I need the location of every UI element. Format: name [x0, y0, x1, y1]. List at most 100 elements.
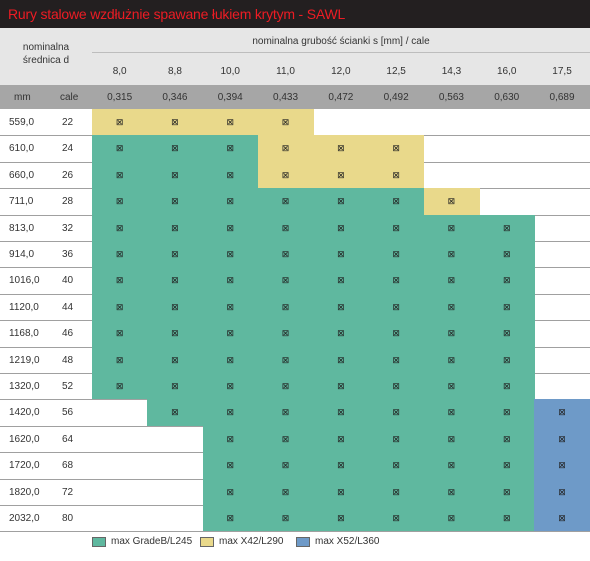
availability-mark: ⊠: [337, 249, 345, 259]
table-cell: [423, 267, 480, 295]
availability-mark: ⊠: [226, 117, 235, 127]
table-cell: [147, 320, 204, 348]
availability-mark: ⊠: [502, 222, 511, 233]
table-cell: [202, 188, 259, 216]
availability-mark: ⊠: [226, 513, 235, 523]
availability-mark: ⊠: [281, 143, 290, 154]
table-cell: [423, 425, 480, 453]
availability-mark: ⊠: [337, 486, 345, 497]
availability-mark: ⊠: [115, 117, 124, 127]
thickness-inch-8: 0,689: [549, 92, 575, 103]
availability-mark: ⊠: [392, 222, 400, 233]
thickness-mm-8: 17,5: [552, 66, 572, 77]
table-cell: [479, 505, 535, 532]
table-cell: [202, 478, 259, 506]
row-diameter-inch: 22: [62, 117, 74, 128]
availability-mark: ⊠: [447, 196, 456, 207]
table-cell: [534, 505, 590, 532]
table-cell: [423, 478, 480, 506]
row-diameter-mm: 1168,0: [9, 328, 39, 340]
table-cell: [257, 346, 314, 374]
thickness-inch-4: 0,472: [328, 92, 354, 103]
unit-inch-label: cale: [60, 92, 79, 103]
row-diameter-inch: 72: [62, 486, 74, 498]
table-cell: [257, 425, 314, 453]
availability-mark: ⊠: [171, 169, 179, 180]
table-cell: [479, 478, 535, 506]
row-diameter-inch: 80: [62, 513, 74, 524]
unit-mm-label: mm: [14, 92, 31, 103]
availability-mark: ⊠: [337, 196, 345, 207]
availability-mark: ⊠: [115, 196, 124, 207]
table-cell: [368, 188, 425, 216]
availability-mark: ⊠: [447, 275, 456, 286]
table-cell: [147, 293, 204, 321]
availability-mark: ⊠: [558, 486, 566, 497]
table-cell: [368, 267, 425, 295]
availability-mark: ⊠: [281, 328, 290, 339]
row-diameter-inch: 64: [62, 433, 74, 445]
thickness-mm-4: 12,0: [331, 66, 351, 77]
table-cell: [257, 505, 314, 532]
table-cell: [147, 188, 204, 216]
availability-mark: ⊠: [171, 407, 179, 418]
table-cell: [368, 161, 425, 189]
availability-mark: ⊠: [337, 460, 345, 471]
table-cell: [202, 161, 259, 189]
header-background: [0, 28, 590, 85]
table-cell: [423, 293, 480, 321]
thickness-inch-7: 0,630: [494, 92, 520, 103]
header-divider: [92, 52, 590, 53]
table-cell: [202, 109, 259, 136]
table-cell: [202, 346, 259, 374]
table-cell: [92, 135, 148, 163]
table-cell: [479, 267, 535, 295]
table-cell: [423, 399, 480, 427]
table-cell: [147, 346, 204, 374]
row-diameter-inch: 24: [62, 143, 74, 155]
availability-mark: ⊠: [392, 275, 400, 286]
table-cell: [313, 241, 370, 268]
row-diameter-inch: 26: [62, 169, 74, 181]
table-cell: [423, 346, 480, 374]
table-cell: [313, 293, 370, 321]
thickness-mm-0: 8,0: [112, 66, 127, 77]
table-cell: [368, 505, 425, 532]
thickness-mm-1: 8,8: [167, 66, 182, 77]
table-cell: [479, 214, 535, 242]
availability-mark: ⊠: [115, 169, 124, 180]
availability-mark: ⊠: [502, 354, 511, 365]
availability-mark: ⊠: [337, 354, 345, 365]
thickness-label: nominalna grubość ścianki s [mm] / cale: [252, 36, 430, 47]
table-cell: [313, 373, 370, 400]
availability-mark: ⊠: [392, 513, 400, 523]
availability-mark: ⊠: [226, 460, 235, 471]
table-cell: [92, 320, 148, 348]
availability-mark: ⊠: [337, 433, 345, 444]
availability-mark: ⊠: [447, 249, 456, 259]
table-cell: [534, 425, 590, 453]
table-cell: [92, 293, 148, 321]
availability-mark: ⊠: [447, 486, 456, 497]
availability-mark: ⊠: [226, 354, 235, 365]
availability-mark: ⊠: [502, 381, 511, 391]
table-cell: [257, 135, 314, 163]
availability-mark: ⊠: [171, 143, 179, 154]
availability-mark: ⊠: [115, 301, 124, 312]
table-cell: [479, 320, 535, 348]
table-cell: [202, 320, 259, 348]
legend-swatch: [296, 537, 310, 547]
row-diameter-inch: 32: [62, 222, 74, 234]
availability-mark: ⊠: [115, 143, 124, 154]
availability-mark: ⊠: [447, 513, 456, 523]
table-cell: [313, 505, 370, 532]
thickness-mm-2: 10,0: [220, 66, 240, 77]
table-cell: [147, 214, 204, 242]
row-diameter-inch: 56: [62, 407, 74, 419]
availability-mark: ⊠: [392, 381, 400, 391]
table-cell: [313, 214, 370, 242]
availability-mark: ⊠: [337, 381, 345, 391]
table-cell: [202, 373, 259, 400]
table-cell: [202, 214, 259, 242]
availability-mark: ⊠: [281, 381, 290, 391]
